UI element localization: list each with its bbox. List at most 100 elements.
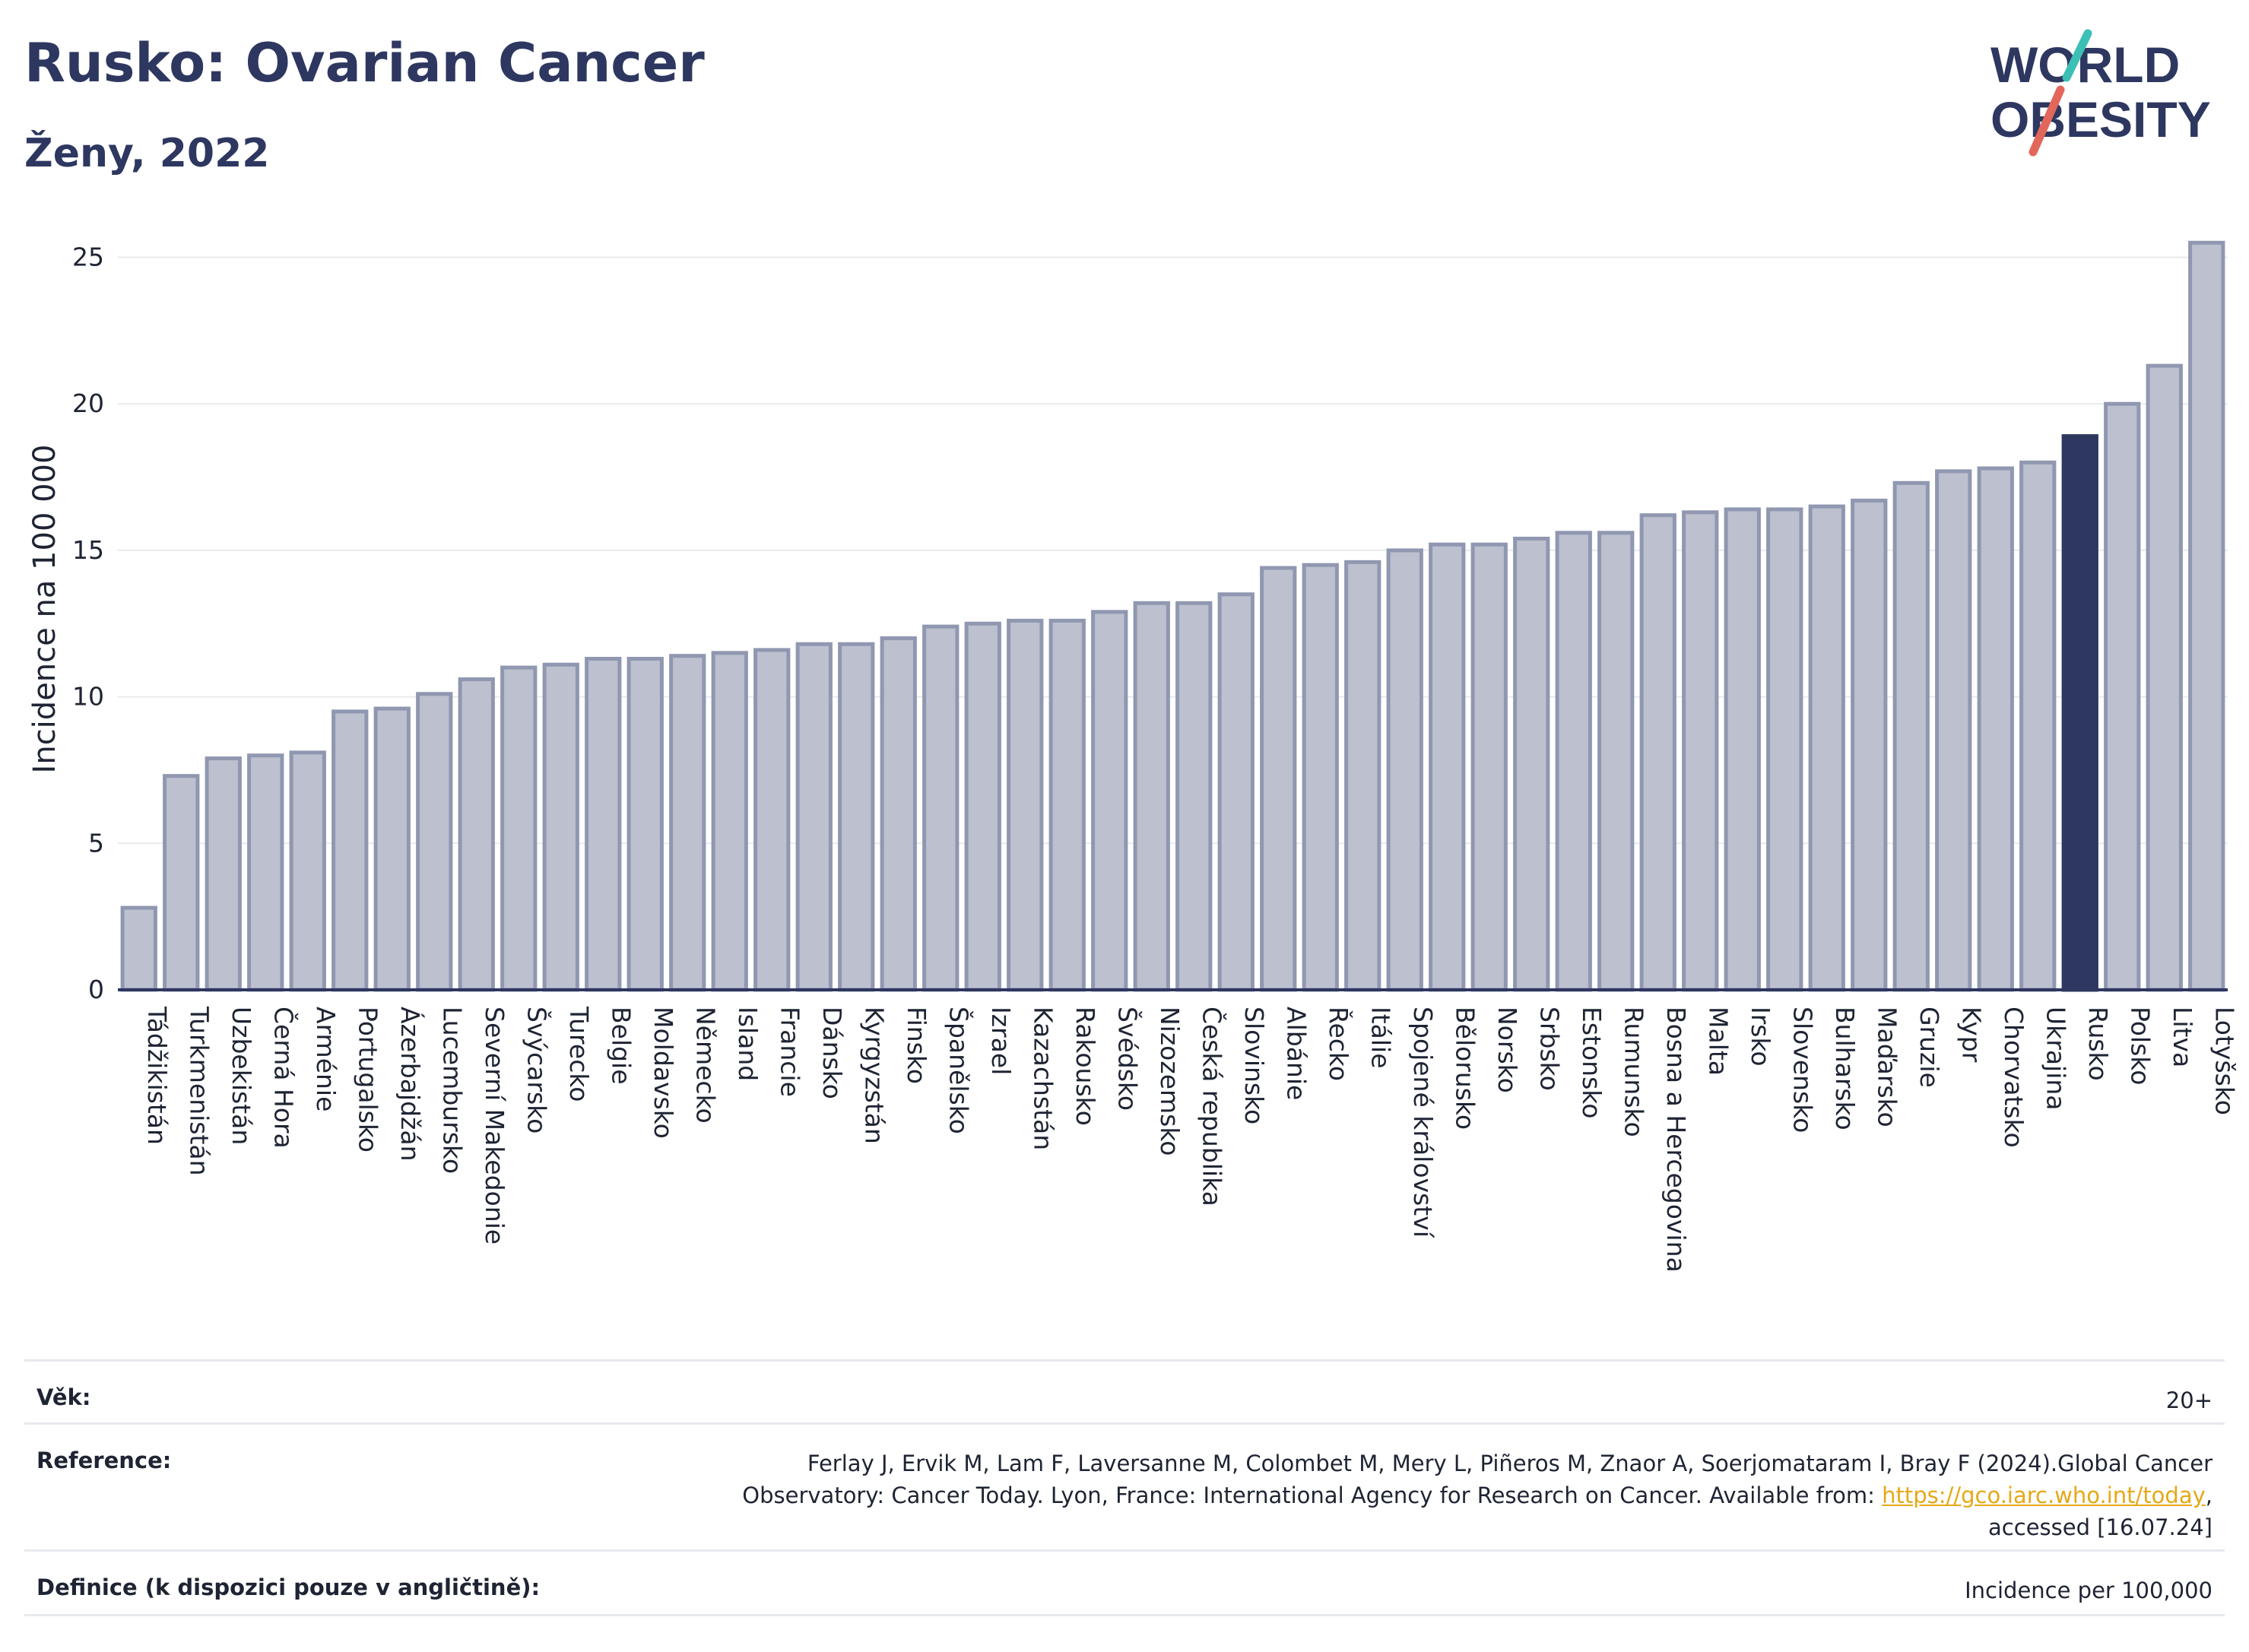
x-tick-label: Norsko: [1492, 1007, 1522, 1093]
bar: [416, 692, 453, 992]
x-tick-label: Kyrgyzstán: [859, 1007, 889, 1144]
bar: [1935, 469, 1972, 992]
x-tick-label: Albánie: [1281, 1007, 1311, 1100]
x-tick-label: Lucembursko: [437, 1007, 467, 1174]
x-tick-label: Rusko: [2083, 1007, 2113, 1081]
y-tick-label: 0: [88, 975, 104, 1004]
bar: [1302, 563, 1339, 992]
bar: [626, 657, 664, 992]
bar: [500, 665, 538, 992]
bar: [2104, 401, 2141, 992]
bar: [331, 709, 369, 992]
age-label: Věk:: [36, 1384, 91, 1410]
x-tick-label: Irsko: [1746, 1007, 1775, 1067]
x-tick-label: Litva: [2168, 1007, 2197, 1067]
bar: [585, 657, 622, 992]
x-tick-label: Moldavsko: [649, 1007, 678, 1139]
page-subtitle: Ženy, 2022: [24, 131, 270, 176]
x-tick-label: Gruzie: [1914, 1007, 1944, 1088]
x-tick-label: Spojené království: [1408, 1007, 1438, 1239]
bar: [1470, 542, 1508, 992]
x-tick-label: Česká republika: [1197, 1007, 1227, 1206]
bar: [163, 774, 200, 992]
bar: [1429, 542, 1466, 992]
x-tick-label: Francie: [775, 1007, 804, 1097]
bar: [795, 642, 833, 992]
x-tick-label: Island: [733, 1007, 763, 1081]
x-tick-label: Polsko: [2125, 1007, 2155, 1085]
bar: [2146, 363, 2183, 992]
bar: [1555, 531, 1592, 992]
x-tick-label: Maďarsko: [1872, 1007, 1902, 1127]
bar: [964, 621, 1001, 992]
y-axis-label: Incidence na 100 000: [27, 445, 62, 774]
x-tick-label: Finsko: [902, 1007, 931, 1084]
bar: [2188, 240, 2225, 992]
x-tick-label: Severní Makedonie: [480, 1007, 509, 1245]
page-title: Rusko: Ovarian Cancer: [24, 32, 705, 94]
reference-line1: Ferlay J, Ervik M, Lam F, Laversanne M, …: [807, 1451, 2213, 1476]
bar: [922, 624, 960, 992]
bar: [542, 662, 579, 992]
x-tick-label: Švédsko: [1112, 1007, 1143, 1111]
x-tick-label: Izrael: [986, 1007, 1016, 1075]
bar: [711, 651, 748, 992]
bar: [669, 654, 706, 992]
x-tick-label: Turkmenistán: [184, 1006, 214, 1176]
x-tick-label: Belgie: [606, 1007, 636, 1085]
x-tick-label: Nizozemsko: [1155, 1007, 1185, 1156]
bar: [1175, 601, 1213, 992]
x-tick-label: Turecko: [564, 1006, 594, 1102]
meta-row-reference: Reference: Ferlay J, Ervik M, Lam F, Lav…: [24, 1425, 2225, 1552]
bar: [2019, 460, 2057, 992]
x-tick-label: Lotyšsko: [2209, 1007, 2239, 1115]
bar: [1851, 498, 1888, 992]
x-tick-label: Švýcarsko: [522, 1007, 552, 1134]
x-tick-label: Bělorusko: [1450, 1007, 1480, 1130]
bar: [1217, 592, 1255, 992]
x-tick-label: Itálie: [1366, 1007, 1395, 1069]
bar: [205, 756, 242, 992]
reference-value: Ferlay J, Ervik M, Lam F, Laversanne M, …: [742, 1447, 2213, 1543]
x-tick-label: Německo: [690, 1007, 720, 1124]
x-tick-label: Uzbekistán: [227, 1007, 256, 1145]
bar: [120, 905, 157, 992]
meta-row-definition: Definice (k dispozici pouze v angličtině…: [24, 1552, 2225, 1616]
bar: [1977, 466, 2014, 992]
reference-line2-text: Observatory: Cancer Today. Lyon, France:…: [742, 1482, 1883, 1508]
x-tick-label: Kazachstán: [1028, 1007, 1058, 1150]
x-tick-label: Ázerbajdžán: [395, 1007, 426, 1162]
x-tick-label: Ukrajina: [2041, 1007, 2070, 1111]
bar: [1892, 480, 1930, 992]
x-tick-label: Arménie: [311, 1007, 341, 1111]
x-tick-label: Rakousko: [1071, 1007, 1100, 1126]
bar: [880, 636, 917, 992]
bar: [373, 706, 411, 992]
x-tick-label: Černá Hora: [268, 1007, 299, 1149]
bar: [1091, 610, 1128, 992]
bar: [458, 677, 495, 992]
bar: [753, 648, 791, 992]
x-tick-label: Malta: [1703, 1007, 1733, 1076]
x-tick-label: Bulharsko: [1830, 1007, 1860, 1130]
reference-link[interactable]: https://gco.iarc.who.int/today: [1882, 1482, 2206, 1508]
reference-line2: Observatory: Cancer Today. Lyon, France:…: [742, 1479, 2213, 1511]
bar: [1133, 601, 1170, 992]
metadata-table: Věk: 20+ Reference: Ferlay J, Ervik M, L…: [24, 1359, 2225, 1616]
definition-label: Definice (k dispozici pouze v angličtině…: [36, 1574, 541, 1600]
bar: [1682, 510, 1719, 992]
y-tick-label: 15: [72, 535, 104, 565]
x-tick-label: Portugalsko: [353, 1007, 382, 1153]
age-value: 20+: [2165, 1387, 2213, 1413]
y-tick-label: 25: [72, 243, 104, 272]
reference-label: Reference:: [36, 1447, 172, 1473]
logo-line2: OBESITY: [1990, 91, 2211, 147]
bar: [1386, 548, 1423, 992]
logo-slash-red: [2029, 85, 2065, 157]
x-tick-label: Chorvatsko: [1999, 1007, 2029, 1148]
bar-chart: 0 5 10 15 20 25 Incidence na 100 000 Tádžikistá…: [27, 240, 2239, 1273]
meta-row-age: Věk: 20+: [24, 1362, 2225, 1425]
x-tick-label: Kypr: [1956, 1007, 1986, 1063]
bar: [1639, 513, 1676, 992]
reference-line3: accessed [16.07.24]: [1988, 1514, 2213, 1540]
